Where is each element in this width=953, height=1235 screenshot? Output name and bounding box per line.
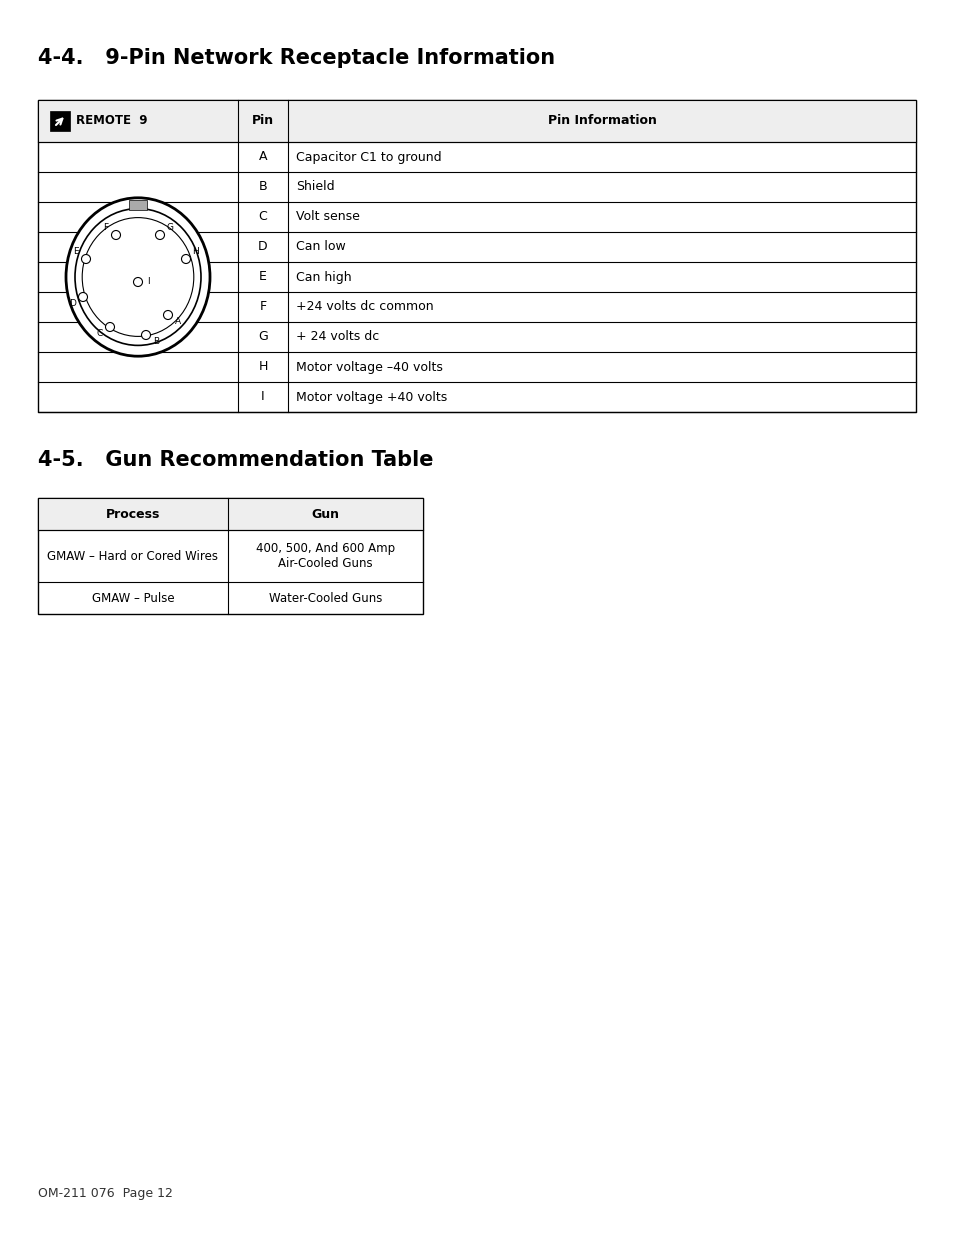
Text: A: A	[258, 151, 267, 163]
Ellipse shape	[75, 209, 201, 346]
Circle shape	[163, 310, 172, 320]
Text: 400, 500, And 600 Amp
Air-Cooled Guns: 400, 500, And 600 Amp Air-Cooled Guns	[255, 542, 395, 571]
Text: I: I	[147, 278, 150, 287]
Bar	[129, 200, 147, 210]
Text: Pin: Pin	[252, 115, 274, 127]
Text: Motor voltage +40 volts: Motor voltage +40 volts	[295, 390, 447, 404]
Circle shape	[81, 254, 91, 263]
Circle shape	[112, 231, 120, 240]
Bar	[38, 498, 422, 614]
Text: B: B	[152, 337, 159, 347]
Text: B: B	[258, 180, 267, 194]
Text: Motor voltage –40 volts: Motor voltage –40 volts	[295, 361, 442, 373]
Text: REMOTE  9: REMOTE 9	[76, 115, 148, 127]
Text: OM-211 076  Page 12: OM-211 076 Page 12	[38, 1187, 172, 1200]
Bar	[50, 111, 70, 131]
Circle shape	[133, 278, 142, 287]
Text: Can high: Can high	[295, 270, 352, 284]
Text: H: H	[258, 361, 268, 373]
Text: A: A	[174, 317, 181, 326]
Text: Can low: Can low	[295, 241, 345, 253]
Text: Volt sense: Volt sense	[295, 210, 359, 224]
Bar	[38, 498, 422, 530]
Circle shape	[181, 254, 191, 263]
Text: D: D	[258, 241, 268, 253]
Ellipse shape	[82, 217, 193, 336]
Text: Pin Information: Pin Information	[547, 115, 656, 127]
Circle shape	[78, 293, 88, 301]
Text: F: F	[103, 224, 109, 232]
Text: Water-Cooled Guns: Water-Cooled Guns	[269, 592, 382, 604]
Text: H: H	[193, 247, 199, 257]
Text: G: G	[167, 224, 173, 232]
Circle shape	[155, 231, 164, 240]
Text: Process: Process	[106, 508, 160, 520]
Text: +24 volts dc common: +24 volts dc common	[295, 300, 434, 314]
Text: F: F	[259, 300, 266, 314]
Text: Capacitor C1 to ground: Capacitor C1 to ground	[295, 151, 441, 163]
Bar	[38, 100, 915, 412]
Text: C: C	[97, 330, 103, 338]
Text: GMAW – Pulse: GMAW – Pulse	[91, 592, 174, 604]
Text: E: E	[259, 270, 267, 284]
Bar	[38, 100, 915, 142]
Ellipse shape	[66, 198, 210, 356]
Text: Shield: Shield	[295, 180, 335, 194]
Text: 4-5.   Gun Recommendation Table: 4-5. Gun Recommendation Table	[38, 450, 433, 471]
Text: E: E	[73, 247, 79, 257]
Text: C: C	[258, 210, 267, 224]
Text: Gun: Gun	[312, 508, 339, 520]
Text: I: I	[261, 390, 265, 404]
Text: 4-4.   9-Pin Network Receptacle Information: 4-4. 9-Pin Network Receptacle Informatio…	[38, 48, 555, 68]
Circle shape	[141, 331, 151, 340]
Text: GMAW – Hard or Cored Wires: GMAW – Hard or Cored Wires	[48, 550, 218, 562]
Text: G: G	[258, 331, 268, 343]
Circle shape	[106, 322, 114, 331]
Text: D: D	[70, 300, 76, 309]
Text: + 24 volts dc: + 24 volts dc	[295, 331, 379, 343]
